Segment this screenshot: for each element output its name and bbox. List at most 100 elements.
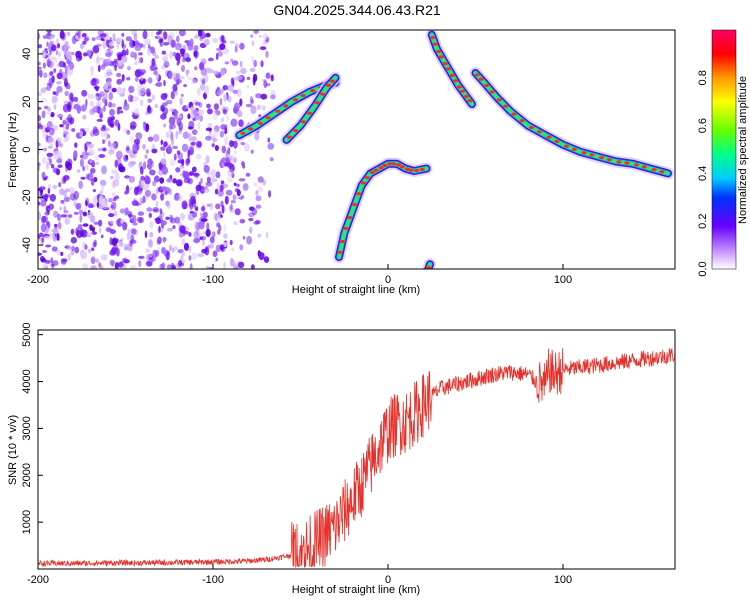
bottom-x-axis-label: Height of straight line (km) — [292, 584, 420, 596]
noise-speckle — [174, 113, 178, 120]
noise-speckle — [60, 251, 64, 256]
noise-speckle — [116, 42, 120, 50]
trace-core — [571, 147, 578, 151]
noise-speckle — [230, 257, 234, 267]
noise-speckle — [109, 108, 115, 116]
noise-speckle — [167, 35, 173, 44]
noise-speckle — [214, 188, 219, 195]
noise-speckle — [147, 98, 152, 103]
noise-speckle — [59, 116, 63, 120]
noise-speckle — [160, 158, 167, 165]
noise-speckle — [161, 247, 166, 254]
noise-speckle — [91, 226, 96, 232]
noise-speckle — [92, 45, 100, 54]
noise-speckle — [206, 222, 210, 231]
noise-speckle — [47, 207, 51, 211]
noise-speckle — [71, 128, 76, 132]
noise-speckle — [213, 129, 218, 138]
noise-speckle — [172, 84, 178, 92]
noise-speckle — [47, 106, 51, 112]
noise-speckle — [209, 175, 216, 184]
noise-speckle — [232, 263, 237, 269]
trace-core — [489, 90, 495, 94]
noise-speckle — [56, 249, 61, 256]
noise-speckle — [38, 114, 41, 122]
noise-speckle — [136, 142, 140, 152]
noise-speckle — [184, 230, 189, 235]
noise-speckle — [212, 134, 216, 144]
noise-speckle — [112, 38, 117, 42]
noise-speckle — [169, 244, 172, 252]
noise-speckle — [165, 216, 170, 220]
noise-speckle — [134, 69, 142, 78]
noise-speckle — [250, 34, 254, 38]
noise-speckle — [132, 143, 138, 152]
noise-speckle — [248, 217, 254, 222]
noise-speckle — [67, 214, 73, 219]
noise-speckle — [70, 96, 74, 103]
noise-speckle — [137, 83, 143, 93]
trace-core — [399, 165, 405, 169]
noise-speckle — [197, 121, 201, 130]
noise-speckle — [144, 38, 151, 45]
colorbar-tick-label: 0.8 — [697, 70, 709, 85]
noise-speckle — [90, 256, 96, 265]
noise-speckle — [108, 198, 113, 203]
noise-speckle — [140, 166, 144, 175]
noise-speckle — [73, 211, 79, 215]
noise-speckle — [102, 40, 107, 49]
noise-speckle — [95, 100, 102, 108]
noise-speckle — [143, 121, 146, 131]
noise-speckle — [167, 178, 172, 182]
noise-speckle — [138, 52, 143, 56]
noise-speckle — [212, 231, 216, 238]
noise-speckle — [181, 158, 185, 166]
noise-speckle — [100, 264, 104, 269]
noise-speckle — [227, 96, 232, 103]
noise-speckle — [38, 146, 42, 155]
noise-speckle — [98, 227, 102, 234]
trace-core — [641, 165, 648, 169]
noise-speckle — [161, 102, 168, 107]
noise-speckle — [108, 41, 115, 47]
noise-speckle — [209, 236, 215, 244]
noise-speckle — [40, 200, 47, 207]
noise-speckle — [66, 31, 71, 36]
noise-speckle — [127, 228, 130, 233]
noise-speckle — [142, 161, 147, 170]
noise-speckle — [220, 117, 225, 123]
noise-speckle — [181, 64, 185, 72]
noise-speckle — [169, 159, 176, 167]
noise-speckle — [87, 93, 95, 100]
noise-speckle — [160, 220, 167, 226]
noise-speckle — [116, 108, 121, 115]
noise-speckle — [201, 239, 206, 246]
noise-speckle — [137, 92, 144, 96]
noise-speckle — [89, 100, 94, 107]
noise-speckle — [47, 137, 54, 143]
noise-speckle — [129, 121, 137, 129]
noise-speckle — [212, 37, 218, 44]
top-x-tick-label: -100 — [202, 274, 224, 286]
noise-speckle — [165, 190, 168, 196]
noise-speckle — [225, 189, 233, 196]
noise-speckle — [249, 95, 253, 105]
noise-speckle — [64, 41, 69, 46]
noise-speckle — [78, 202, 82, 210]
noise-speckle — [141, 200, 145, 204]
trace-core — [300, 120, 306, 124]
colorbar-tick-label: 0.0 — [697, 261, 709, 276]
noise-speckle — [214, 145, 219, 151]
noise-speckle — [63, 45, 71, 50]
noise-speckle — [224, 195, 229, 205]
trace-core — [329, 79, 335, 83]
bottom-x-ticks: -200 -100 0 100 — [27, 564, 572, 586]
noise-speckle — [70, 228, 75, 235]
trace-core — [391, 162, 397, 166]
noise-speckle — [230, 118, 238, 127]
noise-speckle — [194, 101, 201, 106]
noise-speckle — [79, 130, 84, 138]
noise-speckle — [53, 68, 57, 73]
noise-speckle — [151, 58, 156, 67]
noise-speckle — [202, 211, 208, 219]
